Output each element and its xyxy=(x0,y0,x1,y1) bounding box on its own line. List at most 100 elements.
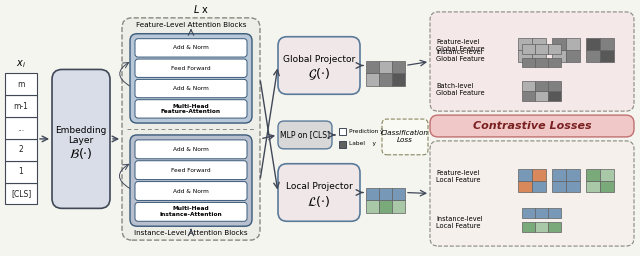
Text: Layer: Layer xyxy=(68,136,93,145)
Text: Prediction ŷ: Prediction ŷ xyxy=(349,128,383,134)
Bar xyxy=(522,58,535,68)
Bar xyxy=(532,50,546,61)
Bar xyxy=(5,139,37,161)
Text: Local Projector: Local Projector xyxy=(285,182,353,191)
FancyBboxPatch shape xyxy=(135,161,247,180)
Text: ...: ... xyxy=(17,123,24,133)
Bar xyxy=(548,44,561,54)
Bar xyxy=(600,169,614,180)
Text: 1: 1 xyxy=(19,167,24,176)
Bar xyxy=(586,180,600,193)
Bar xyxy=(535,44,548,54)
Bar xyxy=(522,81,535,91)
Bar xyxy=(5,183,37,204)
Bar xyxy=(566,38,580,50)
FancyBboxPatch shape xyxy=(278,121,332,149)
Bar xyxy=(548,58,561,68)
Text: Global Projector: Global Projector xyxy=(283,55,355,64)
Text: Feature-Level Attention Blocks: Feature-Level Attention Blocks xyxy=(136,22,246,28)
Bar xyxy=(522,91,535,101)
Text: Multi-Head
Instance-Attention: Multi-Head Instance-Attention xyxy=(159,206,222,217)
Bar xyxy=(586,38,600,50)
Bar xyxy=(552,180,566,193)
Bar xyxy=(366,60,379,73)
Bar xyxy=(600,180,614,193)
Text: Add & Norm: Add & Norm xyxy=(173,45,209,50)
Bar xyxy=(518,180,532,193)
Bar xyxy=(5,161,37,183)
Text: MLP on [CLS]: MLP on [CLS] xyxy=(280,131,330,140)
Bar xyxy=(532,38,546,50)
Bar xyxy=(586,169,600,180)
Text: Add & Norm: Add & Norm xyxy=(173,86,209,91)
Text: Instance-Level Attention Blocks: Instance-Level Attention Blocks xyxy=(134,230,248,236)
Text: m-1: m-1 xyxy=(13,102,28,111)
Bar xyxy=(5,73,37,95)
FancyBboxPatch shape xyxy=(135,39,247,57)
Bar xyxy=(522,44,535,54)
Text: Label    y: Label y xyxy=(349,141,376,146)
Bar xyxy=(522,208,535,218)
Bar xyxy=(548,81,561,91)
Bar xyxy=(379,73,392,86)
Bar xyxy=(566,180,580,193)
Bar xyxy=(392,60,405,73)
Text: $x_i$: $x_i$ xyxy=(16,59,26,70)
Text: Feed Forward: Feed Forward xyxy=(171,168,211,173)
Text: Batch-level
Global Feature: Batch-level Global Feature xyxy=(436,83,484,96)
FancyBboxPatch shape xyxy=(430,115,634,137)
Bar xyxy=(552,50,566,61)
Bar xyxy=(586,50,600,61)
FancyBboxPatch shape xyxy=(135,59,247,77)
Text: m: m xyxy=(17,80,25,89)
FancyBboxPatch shape xyxy=(135,140,247,159)
Text: $\mathcal{L}(\cdot)$: $\mathcal{L}(\cdot)$ xyxy=(307,194,331,209)
FancyBboxPatch shape xyxy=(52,69,110,208)
Bar xyxy=(548,208,561,218)
Bar xyxy=(532,180,546,193)
Bar xyxy=(392,200,405,213)
Bar xyxy=(535,208,548,218)
Bar xyxy=(339,128,346,135)
Text: Instance-level
Local Feature: Instance-level Local Feature xyxy=(436,216,483,229)
FancyBboxPatch shape xyxy=(278,37,360,94)
Bar xyxy=(532,169,546,180)
FancyBboxPatch shape xyxy=(135,79,247,98)
Text: Embedding: Embedding xyxy=(55,126,107,135)
Bar xyxy=(600,38,614,50)
Text: Add & Norm: Add & Norm xyxy=(173,147,209,152)
FancyBboxPatch shape xyxy=(430,141,634,246)
Bar xyxy=(600,50,614,61)
FancyBboxPatch shape xyxy=(135,202,247,221)
Bar xyxy=(392,73,405,86)
Bar xyxy=(566,50,580,61)
Bar xyxy=(552,169,566,180)
Bar xyxy=(535,222,548,232)
FancyBboxPatch shape xyxy=(430,12,634,111)
FancyBboxPatch shape xyxy=(382,119,428,155)
Bar xyxy=(392,188,405,200)
FancyBboxPatch shape xyxy=(130,34,252,123)
Bar xyxy=(5,117,37,139)
Bar xyxy=(366,200,379,213)
Text: Feature-level
Local Feature: Feature-level Local Feature xyxy=(436,170,481,183)
Text: $\mathcal{B}(\cdot)$: $\mathcal{B}(\cdot)$ xyxy=(69,146,93,161)
Bar xyxy=(535,81,548,91)
Bar xyxy=(548,222,561,232)
Bar xyxy=(5,95,37,117)
Bar xyxy=(379,200,392,213)
Text: Contrastive Losses: Contrastive Losses xyxy=(473,121,591,131)
Text: Feed Forward: Feed Forward xyxy=(171,66,211,71)
Text: Feature-level
Global Feature: Feature-level Global Feature xyxy=(436,39,484,52)
Text: Multi-Head
Feature-Attention: Multi-Head Feature-Attention xyxy=(161,103,221,114)
FancyBboxPatch shape xyxy=(278,164,360,221)
Bar xyxy=(535,58,548,68)
Bar xyxy=(518,169,532,180)
Text: Add & Norm: Add & Norm xyxy=(173,188,209,194)
Bar xyxy=(366,73,379,86)
FancyBboxPatch shape xyxy=(130,135,252,226)
FancyBboxPatch shape xyxy=(135,100,247,118)
FancyBboxPatch shape xyxy=(122,18,260,240)
Bar xyxy=(366,188,379,200)
Bar xyxy=(535,91,548,101)
